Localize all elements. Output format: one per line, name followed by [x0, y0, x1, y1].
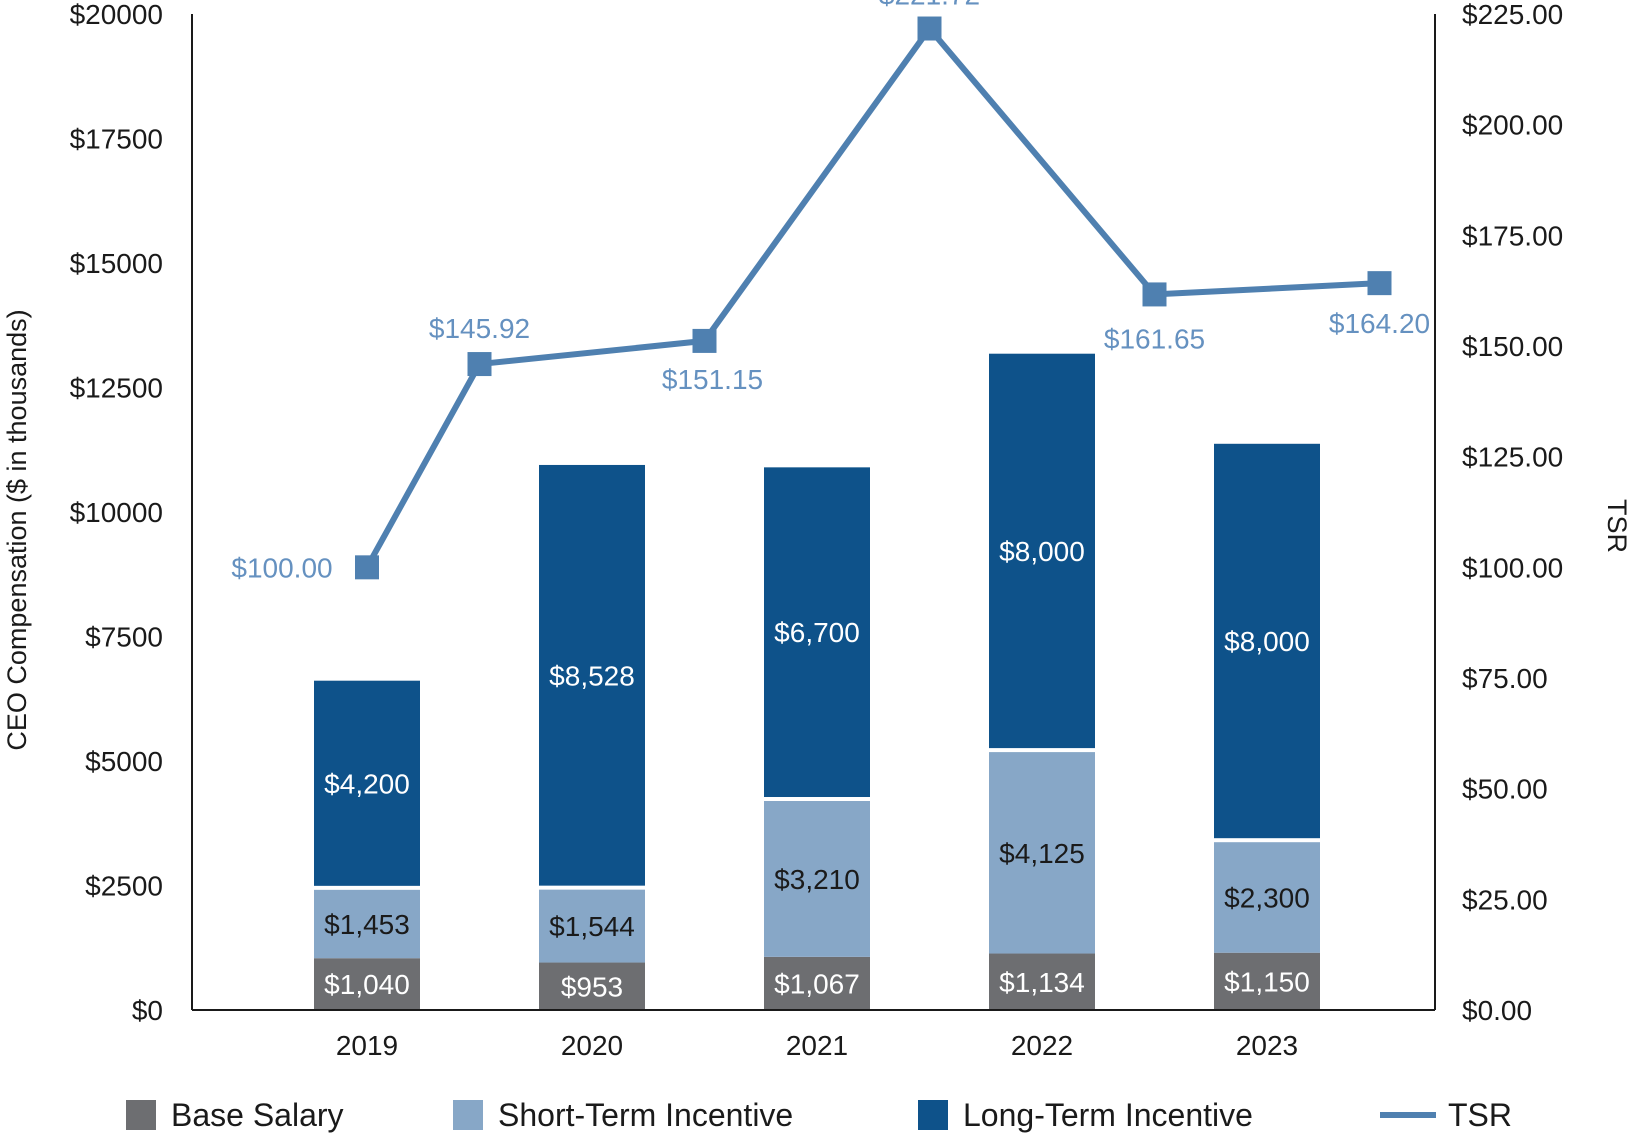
bar-short-term-incentive-2022	[989, 752, 1095, 954]
tsr-marker-22172	[917, 16, 942, 41]
tsr-marker-16165	[1142, 282, 1167, 307]
tsr-label-16420: $164.20	[1329, 308, 1430, 339]
axes-layer	[191, 14, 1436, 1011]
ticks-layer: $20000 $17500 $15000 $12500 $10000 $7500 $5000…	[70, 0, 1564, 1061]
y2-tick-label: $75.00	[1462, 663, 1548, 694]
bar-base-salary-2023	[1214, 952, 1320, 1010]
bar-base-salary-2021	[764, 956, 870, 1010]
bar-short-term-incentive-2019	[314, 889, 420, 959]
legend-swatch-short-term-incentive	[453, 1100, 483, 1130]
bar-long-term-incentive-2021	[764, 467, 870, 798]
y2-tick-label: $200.00	[1462, 110, 1563, 141]
bar-label-long-term-incentive-2021: $6,700	[774, 617, 860, 648]
bar-base-salary-2020	[539, 962, 645, 1010]
bar-short-term-incentive-2023	[1214, 842, 1320, 953]
bars-layer: $1,040 $1,453 $4,200 $953 $1,544 $8,528 $1,067…	[314, 353, 1320, 1010]
bar-label-base-salary-2023: $1,150	[1224, 966, 1310, 997]
x-tick-label-2023: 2023	[1236, 1030, 1298, 1061]
y2-tick-label: $50.00	[1462, 774, 1548, 805]
y-axis-title: CEO Compensation ($ in thousands)	[2, 309, 32, 750]
tsr-label-15115: $151.15	[662, 364, 763, 395]
legend: Base Salary Short-Term Incentive Long-Term…	[126, 1097, 1512, 1133]
tsr-marker-16420	[1367, 271, 1392, 296]
tsr-label-14592: $145.92	[429, 313, 530, 344]
y2-tick-label: $150.00	[1462, 331, 1563, 362]
y-tick-label: $20000	[70, 0, 163, 30]
legend-label-short-term-incentive: Short-Term Incentive	[498, 1097, 793, 1133]
tsr-marker-15115	[692, 328, 717, 353]
x-tick-label-2020: 2020	[561, 1030, 623, 1061]
tsr-line-layer: $100.00 $145.92 $151.15 $221.72 $161.65 $164.…	[231, 0, 1430, 583]
y-tick-label: $5000	[85, 746, 163, 777]
tsr-marker-14592	[467, 352, 492, 377]
y-tick-label: $15000	[70, 248, 163, 279]
y2-tick-label: $100.00	[1462, 552, 1563, 583]
legend-label-base-salary: Base Salary	[171, 1097, 344, 1133]
y-tick-label: $7500	[85, 622, 163, 653]
bar-long-term-incentive-2019	[314, 680, 420, 886]
bar-label-base-salary-2019: $1,040	[324, 969, 410, 1000]
y2-axis-title: TSR	[1602, 499, 1632, 553]
y2-tick-label: $0.00	[1462, 995, 1532, 1026]
bar-label-short-term-incentive-2020: $1,544	[549, 911, 635, 942]
x-tick-label-2019: 2019	[336, 1030, 398, 1061]
bar-label-short-term-incentive-2021: $3,210	[774, 864, 860, 895]
bar-label-long-term-incentive-2019: $4,200	[324, 768, 410, 799]
y-tick-label: $17500	[70, 124, 163, 155]
bar-long-term-incentive-2023	[1214, 443, 1320, 839]
bar-label-short-term-incentive-2022: $4,125	[999, 838, 1085, 869]
bar-label-short-term-incentive-2023: $2,300	[1224, 882, 1310, 913]
tsr-label-16165: $161.65	[1104, 323, 1205, 354]
bar-label-short-term-incentive-2019: $1,453	[324, 909, 410, 940]
y2-tick-label: $225.00	[1462, 0, 1563, 30]
bar-label-long-term-incentive-2022: $8,000	[999, 536, 1085, 567]
x-tick-label-2022: 2022	[1011, 1030, 1073, 1061]
bar-long-term-incentive-2022	[989, 353, 1095, 749]
bar-base-salary-2022	[989, 953, 1095, 1010]
y-tick-label: $10000	[70, 497, 163, 528]
bar-long-term-incentive-2020	[539, 464, 645, 886]
legend-label-tsr: TSR	[1448, 1097, 1512, 1133]
y2-tick-label: $175.00	[1462, 220, 1563, 251]
bar-base-salary-2019	[314, 958, 420, 1010]
y-tick-label: $2500	[85, 871, 163, 902]
bar-label-long-term-incentive-2023: $8,000	[1224, 626, 1310, 657]
tsr-marker-10000	[355, 555, 379, 580]
legend-swatch-long-term-incentive	[918, 1100, 948, 1130]
tsr-label-10000: $100.00	[231, 552, 332, 583]
tsr-line	[364, 25, 1380, 569]
bar-short-term-incentive-2020	[539, 889, 645, 963]
tsr-label-22172: $221.72	[879, 0, 980, 11]
y-tick-label: $0	[132, 995, 163, 1026]
y2-tick-label: $25.00	[1462, 884, 1548, 915]
legend-swatch-base-salary	[126, 1100, 156, 1130]
bar-label-long-term-incentive-2020: $8,528	[549, 660, 635, 691]
bar-label-base-salary-2021: $1,067	[774, 968, 860, 999]
y-tick-label: $12500	[70, 373, 163, 404]
bar-label-base-salary-2020: $953	[561, 971, 623, 1002]
legend-label-long-term-incentive: Long-Term Incentive	[963, 1097, 1253, 1133]
y2-tick-label: $125.00	[1462, 442, 1563, 473]
x-tick-label-2021: 2021	[786, 1030, 848, 1061]
bar-label-base-salary-2022: $1,134	[999, 967, 1085, 998]
bar-short-term-incentive-2021	[764, 801, 870, 957]
